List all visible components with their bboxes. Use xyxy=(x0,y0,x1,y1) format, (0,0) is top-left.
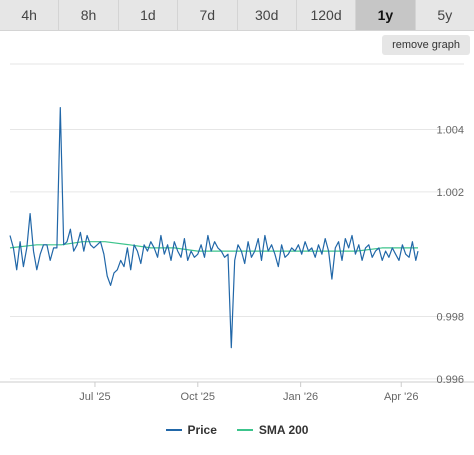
tab-120d[interactable]: 120d xyxy=(297,0,357,30)
sma-200-line xyxy=(9,241,418,252)
legend-label-price: Price xyxy=(187,423,217,437)
legend-swatch-sma xyxy=(236,429,253,431)
tab-4h[interactable]: 4h xyxy=(0,0,60,30)
price-chart: 1.004 1.002 0.998 0.996 Jul '25 Oct '25 Jan '… xyxy=(0,63,474,403)
chart-legend: Price SMA 200 xyxy=(0,420,474,440)
legend-label-sma: SMA 200 xyxy=(258,423,309,437)
chart-series xyxy=(9,106,419,349)
x-tick-label: Jul '25 xyxy=(79,391,110,403)
y-tick-label: 0.998 xyxy=(436,312,464,324)
remove-graph-button[interactable]: remove graph xyxy=(382,35,470,55)
tab-5y[interactable]: 5y xyxy=(437,7,453,23)
chart-gridlines xyxy=(0,63,474,383)
y-tick-label: 0.996 xyxy=(436,374,464,386)
tab-1d[interactable]: 1d xyxy=(119,0,179,30)
y-tick-label: 1.004 xyxy=(436,124,464,136)
y-axis-ticks: 1.004 1.002 0.998 0.996 xyxy=(436,124,464,385)
x-axis-ticks: Jul '25 Oct '25 Jan '26 Apr '26 xyxy=(79,382,418,403)
x-tick-label: Oct '25 xyxy=(181,391,216,403)
tab-7d[interactable]: 7d xyxy=(178,0,238,30)
time-range-tabs: 4h 8h 1d 7d 30d 120d 1y 5y xyxy=(0,0,474,31)
legend-swatch-price xyxy=(165,429,182,431)
tab-8h[interactable]: 8h xyxy=(59,0,119,30)
price-line xyxy=(9,106,419,349)
tab-1y[interactable]: 1y xyxy=(356,0,416,30)
x-tick-label: Jan '26 xyxy=(283,391,318,403)
legend-item-sma[interactable]: SMA 200 xyxy=(236,423,309,437)
x-tick-label: Apr '26 xyxy=(384,391,419,403)
y-tick-label: 1.002 xyxy=(436,187,464,199)
legend-item-price[interactable]: Price xyxy=(165,423,217,437)
tab-30d[interactable]: 30d xyxy=(238,0,297,30)
